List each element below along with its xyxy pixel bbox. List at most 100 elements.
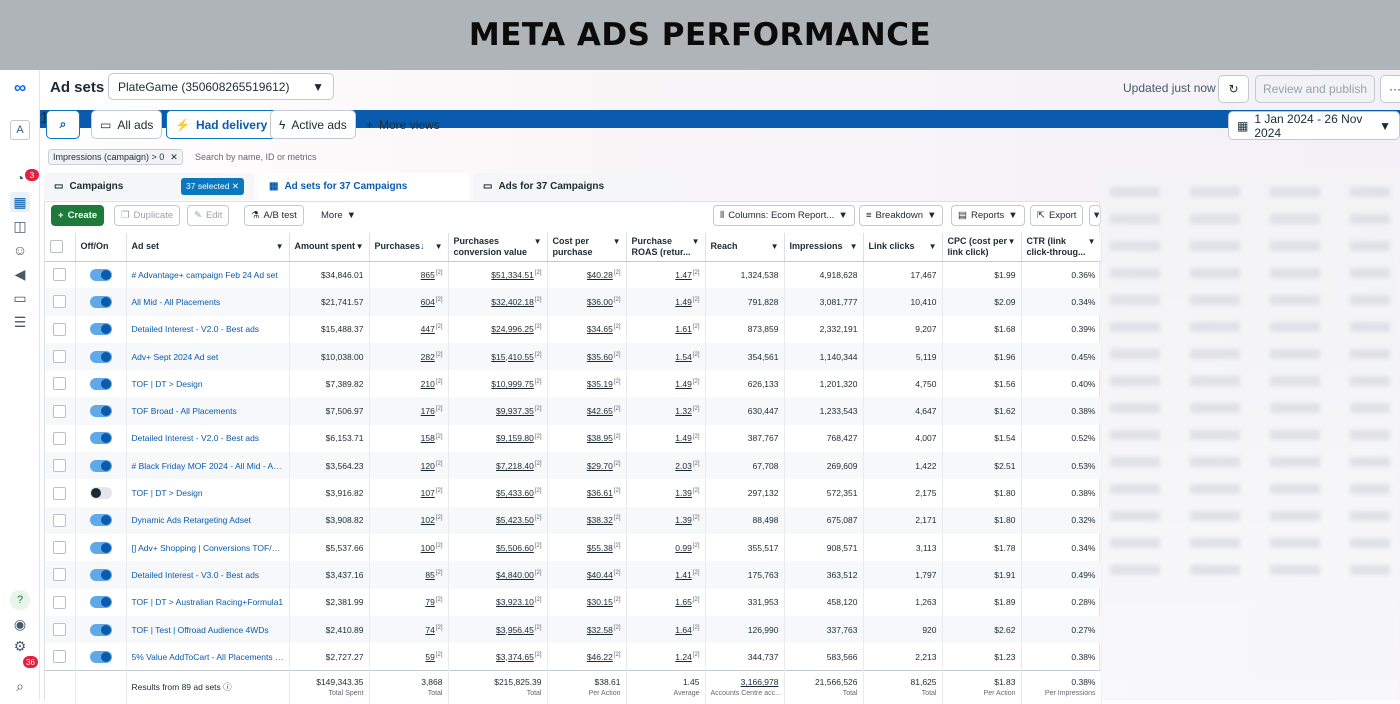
adset-name-link[interactable]: # Black Friday MOF 2024 - All Mid - All.… xyxy=(131,460,285,471)
adset-name-link[interactable]: 5% Value AddToCart - All Placements e... xyxy=(131,651,287,662)
col-roas[interactable]: Purchase ROAS (retur... ▼ xyxy=(626,233,706,262)
conversion-value[interactable]: $15,410.55 xyxy=(491,351,534,362)
duplicate-button[interactable]: ❐ Duplicate xyxy=(114,205,181,226)
purchase-roas[interactable]: 1.47 xyxy=(675,269,692,280)
purchase-roas[interactable]: 1.49 xyxy=(675,433,692,444)
delivery-toggle[interactable] xyxy=(89,568,112,581)
cost-per-purchase[interactable]: $40.44 xyxy=(586,569,613,580)
conversion-value[interactable]: $3,923.10 xyxy=(496,597,534,608)
meta-logo-icon[interactable]: ∞ xyxy=(13,78,27,97)
col-reach[interactable]: Reach ▼ xyxy=(705,233,785,262)
purchase-roas[interactable]: 2.03 xyxy=(675,460,692,471)
row-checkbox[interactable] xyxy=(53,541,67,555)
col-ad-set[interactable]: Ad set ▼ xyxy=(126,233,290,262)
purchase-roas[interactable]: 1.32 xyxy=(675,406,692,417)
delivery-toggle[interactable] xyxy=(89,295,112,308)
col-cost-per-purchase[interactable]: Cost per purchase ▼ xyxy=(547,233,627,262)
more-options-button[interactable]: ··· xyxy=(1380,75,1400,103)
table-icon[interactable]: ▦ xyxy=(10,192,30,212)
date-range-picker[interactable]: ▦ 1 Jan 2024 - 26 Nov 2024 ▼ xyxy=(1228,111,1400,140)
create-button[interactable]: + Create xyxy=(51,205,105,226)
purchase-roas[interactable]: 1.41 xyxy=(675,569,692,580)
notes-icon[interactable]: ◉ xyxy=(13,615,27,632)
adset-name-link[interactable]: Detailed Interest - V3.0 - Best ads xyxy=(131,569,260,580)
help-icon[interactable]: ? xyxy=(10,590,30,610)
tab-adsets[interactable]: ▦ Ad sets for 37 Campaigns xyxy=(259,173,469,200)
purchase-roas[interactable]: 1.39 xyxy=(675,488,692,499)
col-off-on[interactable]: Off/On xyxy=(75,233,127,262)
purchases[interactable]: 85 xyxy=(425,569,435,580)
table-row[interactable]: # Advantage+ campaign Feb 24 Ad set $34,8… xyxy=(45,261,1102,289)
purchase-roas[interactable]: 1.54 xyxy=(675,351,692,362)
table-row[interactable]: Adv+ Sept 2024 Ad set $10,038.00 282[2] $15… xyxy=(45,342,1102,371)
all-ads-button[interactable]: ▭ All ads xyxy=(91,110,163,139)
adset-name-link[interactable]: TOF | DT > Design xyxy=(131,488,203,499)
delivery-toggle[interactable] xyxy=(89,514,112,527)
info-icon[interactable]: ⓘ xyxy=(223,682,232,693)
cost-per-purchase[interactable]: $40.28 xyxy=(586,269,613,280)
cost-per-purchase[interactable]: $30.15 xyxy=(586,597,613,608)
adset-name-link[interactable]: All Mid - All Placements xyxy=(131,296,221,307)
gauge-icon[interactable]: ◔ xyxy=(15,170,25,186)
adset-name-link[interactable]: Detailed Interest - V2.0 - Best ads xyxy=(131,433,260,444)
cost-per-purchase[interactable]: $34.65 xyxy=(586,324,613,335)
select-all-checkbox[interactable] xyxy=(50,240,63,254)
cost-per-purchase[interactable]: $38.95 xyxy=(586,433,613,444)
purchases[interactable]: 865 xyxy=(420,269,435,280)
row-checkbox[interactable] xyxy=(53,377,67,391)
table-row[interactable]: TOF | Test | Offroad Audience 4WDs $2,410… xyxy=(45,615,1102,644)
purchase-roas[interactable]: 1.64 xyxy=(675,624,692,635)
row-checkbox[interactable] xyxy=(53,431,67,445)
cost-per-purchase[interactable]: $35.60 xyxy=(586,351,613,362)
adset-name-link[interactable]: TOF Broad - All Placements xyxy=(131,406,237,417)
export-button[interactable]: ⇱ Export xyxy=(1030,205,1084,226)
adset-name-link[interactable]: [] Adv+ Shopping | Conversions TOF/B... xyxy=(131,542,285,553)
reports-button[interactable]: ▤ Reports ▼ xyxy=(951,205,1025,226)
purchases[interactable]: 59 xyxy=(425,651,435,662)
table-row[interactable]: TOF | DT > Design $7,389.82 210[2] $10,999.… xyxy=(45,370,1102,398)
cost-per-purchase[interactable]: $42.65 xyxy=(586,406,613,417)
col-amount-spent[interactable]: Amount spent ▼ xyxy=(289,233,370,262)
columns-button[interactable]: ⦀ Columns: Ecom Report... ▼ xyxy=(713,205,855,226)
table-row[interactable]: All Mid - All Placements $21,741.57 604[2]… xyxy=(45,288,1102,316)
conversion-value[interactable]: $9,937.35 xyxy=(496,406,534,417)
purchase-roas[interactable]: 1.65 xyxy=(675,597,692,608)
active-ads-button[interactable]: ϟ Active ads xyxy=(270,110,356,139)
purchases[interactable]: 74 xyxy=(425,624,435,635)
cost-per-purchase[interactable]: $29.70 xyxy=(586,460,613,471)
close-icon[interactable]: ✕ xyxy=(170,151,178,162)
cost-per-purchase[interactable]: $36.61 xyxy=(586,488,613,499)
purchases[interactable]: 100 xyxy=(420,542,435,553)
delivery-toggle[interactable] xyxy=(89,350,112,363)
select-all-header[interactable] xyxy=(45,233,76,262)
delivery-toggle[interactable] xyxy=(89,377,112,390)
tab-campaigns[interactable]: ▭ Campaigns 37 selected ✕ xyxy=(44,173,254,200)
col-ctr[interactable]: CTR (link click-throug... ▼ xyxy=(1021,233,1102,262)
search-input[interactable]: Search by name, ID or metrics xyxy=(195,152,317,162)
purchase-roas[interactable]: 0.99 xyxy=(675,542,692,553)
row-checkbox[interactable] xyxy=(53,486,67,500)
delivery-toggle[interactable] xyxy=(89,487,112,500)
delivery-toggle[interactable] xyxy=(89,268,112,281)
pages-icon[interactable]: ◫ xyxy=(13,217,27,234)
megaphone-icon[interactable]: ◀ xyxy=(14,265,26,282)
breakdown-button[interactable]: ≡ Breakdown ▼ xyxy=(859,205,944,226)
delivery-toggle[interactable] xyxy=(89,650,112,663)
adset-name-link[interactable]: Detailed Interest - V2.0 - Best ads xyxy=(131,324,260,335)
cost-per-purchase[interactable]: $35.19 xyxy=(586,378,613,389)
row-checkbox[interactable] xyxy=(53,650,67,664)
adset-name-link[interactable]: # Advantage+ campaign Feb 24 Ad set xyxy=(131,269,278,280)
col-link-clicks[interactable]: Link clicks ▼ xyxy=(863,233,943,262)
cost-per-purchase[interactable]: $55.38 xyxy=(586,542,613,553)
conversion-value[interactable]: $10,999.75 xyxy=(491,378,534,389)
settings-icon[interactable]: ⚙ xyxy=(13,637,27,654)
selected-badge[interactable]: 37 selected ✕ xyxy=(181,178,244,195)
purchase-roas[interactable]: 1.49 xyxy=(675,296,692,307)
purchases[interactable]: 120 xyxy=(420,460,435,471)
row-checkbox[interactable] xyxy=(53,623,67,636)
table-row[interactable]: [] Adv+ Shopping | Conversions TOF/B... $… xyxy=(45,533,1102,562)
table-row[interactable]: Detailed Interest - V3.0 - Best ads $3,43… xyxy=(45,561,1102,589)
audience-icon[interactable]: ☺ xyxy=(12,242,28,258)
more-views-button[interactable]: + More views xyxy=(358,110,448,139)
review-publish-button[interactable]: Review and publish xyxy=(1255,75,1375,103)
